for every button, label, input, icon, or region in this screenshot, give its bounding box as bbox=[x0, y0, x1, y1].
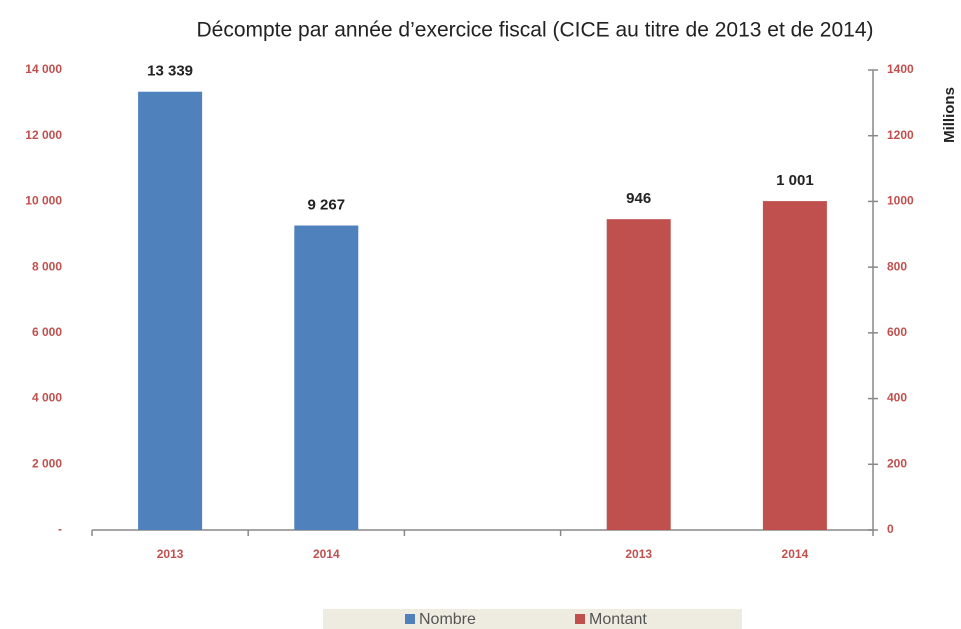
y2-tick-label: 200 bbox=[887, 456, 907, 470]
y2-tick-label: 0 bbox=[887, 522, 894, 536]
x-tick-label: 2014 bbox=[313, 547, 340, 561]
value-label: 13 339 bbox=[147, 63, 193, 80]
value-label: 946 bbox=[626, 190, 651, 207]
value-label: 9 267 bbox=[308, 196, 346, 213]
legend-label: Nombre bbox=[419, 611, 476, 628]
y-tick-label: 8 000 bbox=[32, 259, 62, 273]
y2-tick-label: 1200 bbox=[887, 128, 914, 142]
x-tick-label: 2014 bbox=[782, 547, 809, 561]
legend-swatch bbox=[405, 614, 415, 624]
y-tick-label: 14 000 bbox=[25, 62, 62, 76]
y2-tick-label: 1400 bbox=[887, 62, 914, 76]
y2-tick-label: 800 bbox=[887, 259, 907, 273]
legend-swatch bbox=[575, 614, 585, 624]
chart-title: Décompte par année d’exercice fiscal (CI… bbox=[196, 19, 873, 42]
legend-box bbox=[323, 609, 742, 629]
x-tick-label: 2013 bbox=[625, 547, 652, 561]
y2-tick-label: 600 bbox=[887, 325, 907, 339]
y-tick-label: 6 000 bbox=[32, 325, 62, 339]
y-tick-label: 4 000 bbox=[32, 391, 62, 405]
y2-axis-label: Millions bbox=[941, 87, 958, 143]
value-label: 1 001 bbox=[776, 172, 814, 189]
bar bbox=[762, 201, 827, 530]
y-tick-label: 10 000 bbox=[25, 194, 62, 208]
y2-tick-label: 1000 bbox=[887, 194, 914, 208]
y-tick-label: 12 000 bbox=[25, 128, 62, 142]
y2-tick-label: 400 bbox=[887, 391, 907, 405]
y-tick-label: - bbox=[58, 522, 62, 536]
y-tick-label: 2 000 bbox=[32, 456, 62, 470]
bar bbox=[294, 225, 359, 530]
bar bbox=[138, 91, 203, 531]
x-tick-label: 2013 bbox=[157, 547, 184, 561]
bar bbox=[606, 219, 671, 530]
legend-label: Montant bbox=[589, 611, 647, 628]
